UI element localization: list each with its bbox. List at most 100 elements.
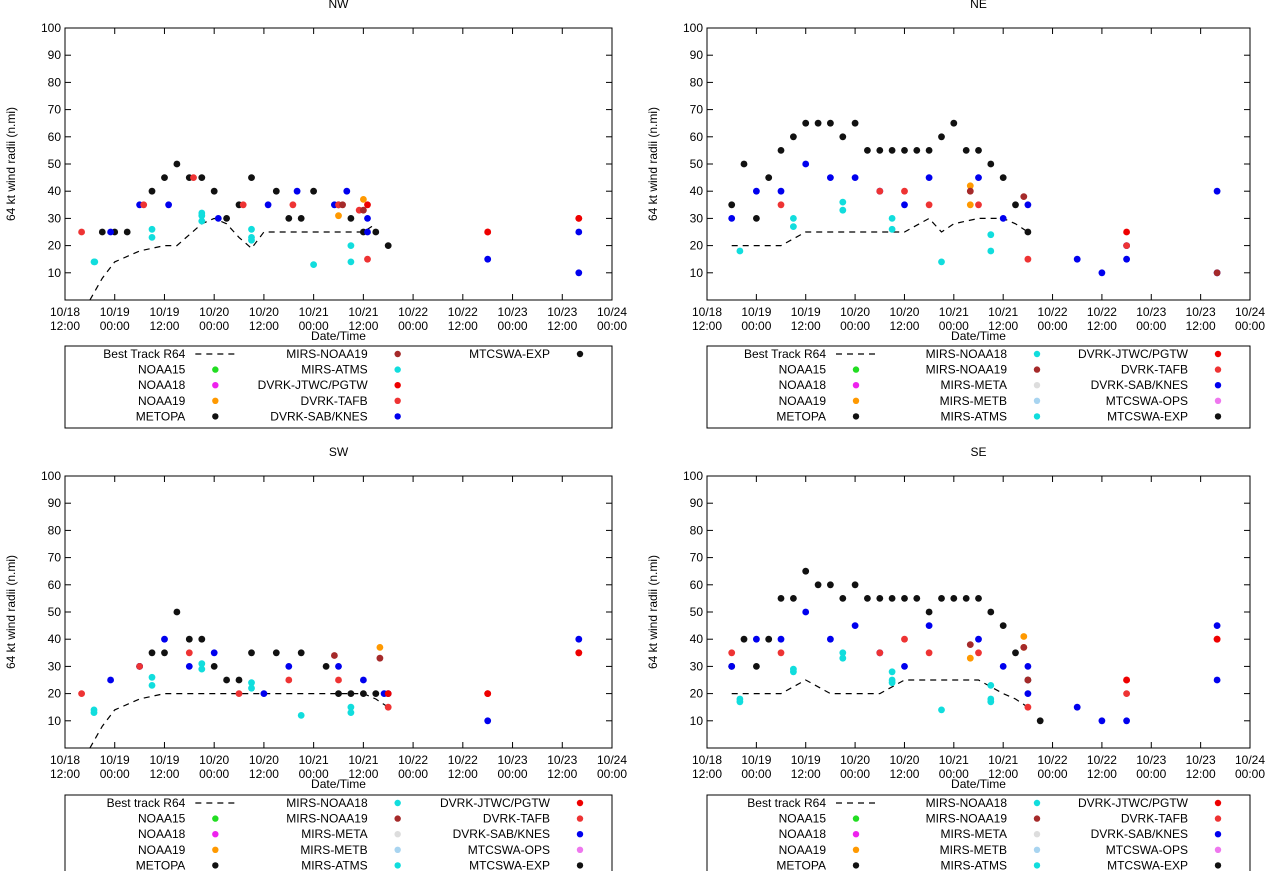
x-tick-label-line: 10/20 (249, 753, 279, 767)
data-point-mirs-atms (736, 698, 744, 706)
data-point-mirs-atms (148, 225, 156, 233)
x-tick-label: 10/22 00:00 (398, 753, 428, 781)
legend-marker (1033, 366, 1041, 373)
x-tick-label: 10/23 12:00 (1186, 753, 1216, 781)
data-point-dvrk-sab-knes (925, 174, 933, 182)
x-tick-label: 10/20 12:00 (249, 753, 279, 781)
legend-label: MIRS-NOAA19 (926, 812, 1008, 826)
data-point-metopa (765, 174, 773, 182)
data-point-dvrk-tafb (925, 649, 933, 657)
data-point-dvrk-jtwc-pgtw (575, 215, 583, 222)
data-point-metopa (335, 690, 342, 697)
legend-label: MIRS-META (941, 827, 1007, 841)
data-point-metopa (297, 649, 305, 657)
chart-title: NE (970, 0, 987, 11)
y-tick-label: 80 (48, 523, 62, 537)
data-point-metopa (372, 690, 380, 697)
data-point-mirs-atms (347, 242, 355, 250)
legend-marker (852, 397, 860, 404)
legend-marker (852, 831, 860, 838)
y-tick-label: 60 (48, 578, 62, 592)
x-tick-label: 10/22 12:00 (1087, 305, 1117, 333)
data-point-mirs-atms (987, 231, 995, 239)
data-point-dvrk-sab-knes (1024, 201, 1032, 209)
x-tick-label-line: 10/21 (939, 305, 969, 319)
legend-label: DVRK-JTWC/PGTW (258, 378, 369, 392)
legend-label: MIRS-ATMS (301, 363, 367, 377)
x-tick-label-line: 10/22 (398, 753, 428, 767)
legend-marker (1214, 846, 1222, 853)
data-point-metopa (740, 635, 748, 643)
x-tick-label-line: 00:00 (498, 319, 528, 333)
data-point-mirs-atms (248, 234, 255, 241)
data-point-dvrk-sab-knes (343, 187, 351, 195)
legend-label: MIRS-NOAA19 (286, 347, 368, 361)
legend-label: DVRK-JTWC/PGTW (440, 796, 551, 810)
y-tick-label: 50 (690, 157, 704, 171)
legend-label: Best track R64 (747, 796, 826, 810)
y-tick-label: 30 (48, 211, 62, 225)
data-point-metopa (839, 595, 847, 602)
data-point-noaa19 (966, 182, 974, 190)
data-point-mirs-atms (198, 660, 206, 668)
data-point-dvrk-sab-knes (1213, 676, 1221, 684)
legend-label: MIRS-METB (940, 843, 1007, 857)
x-tick-label-line: 12:00 (149, 319, 179, 333)
x-tick-label-line: 10/23 (1186, 305, 1216, 319)
legend-label: MTCSWA-EXP (469, 858, 550, 871)
x-tick-label: 10/24 00:00 (597, 305, 627, 333)
y-tick-label: 60 (690, 130, 704, 144)
data-point-mirs-atms (347, 258, 355, 266)
data-point-dvrk-sab-knes (753, 635, 760, 643)
data-point-mirs-atms (790, 668, 797, 676)
legend-label: DVRK-SAB/KNES (270, 409, 367, 423)
x-tick-label-line: 00:00 (939, 319, 969, 333)
data-point-metopa (790, 133, 797, 141)
data-point-mirs-atms (347, 709, 355, 716)
data-point-mirs-noaa19 (1024, 676, 1032, 684)
data-point-metopa (248, 649, 255, 657)
x-tick-label-line: 10/19 (149, 305, 179, 319)
legend-marker (852, 862, 860, 869)
x-tick-label-line: 10/18 (50, 305, 80, 319)
data-point-metopa (347, 215, 355, 222)
data-point-metopa (876, 147, 884, 154)
data-point-mirs-atms (839, 206, 847, 214)
x-tick-label-line: 12:00 (448, 767, 478, 781)
legend-label: MIRS-NOAA19 (286, 812, 368, 826)
legend-label: NOAA15 (779, 812, 827, 826)
x-tick-label-line: 10/21 (988, 305, 1018, 319)
data-point-mirs-atms (888, 215, 896, 222)
legend-marker (1214, 413, 1222, 420)
legend-marker (1214, 397, 1222, 404)
legend-label: MIRS-ATMS (941, 409, 1007, 423)
data-point-metopa (999, 174, 1007, 182)
data-point-mirs-noaa19 (1020, 644, 1028, 651)
x-tick-label-line: 00:00 (398, 319, 428, 333)
x-tick-label: 10/21 12:00 (348, 753, 378, 781)
data-point-mirs-atms (839, 198, 847, 206)
data-point-metopa (753, 215, 760, 222)
legend-marker (576, 846, 584, 853)
y-tick-label: 10 (48, 714, 62, 728)
y-tick-label: 40 (48, 632, 62, 646)
data-point-dvrk-tafb (185, 649, 193, 657)
x-tick-label-line: 10/20 (199, 753, 229, 767)
legend-label: MIRS-NOAA18 (926, 347, 1008, 361)
legend-marker (1033, 382, 1041, 389)
x-tick-label: 10/22 12:00 (448, 753, 478, 781)
legend-marker (852, 846, 860, 853)
x-axis-label: Date/Time (951, 329, 1006, 343)
y-tick-label: 100 (683, 469, 703, 483)
data-point-dvrk-sab-knes (1024, 663, 1032, 670)
data-point-metopa (925, 608, 933, 616)
x-tick-label-line: 00:00 (100, 319, 130, 333)
data-point-metopa (987, 160, 995, 168)
x-tick-label-line: 00:00 (1235, 767, 1265, 781)
x-tick-label-line: 10/24 (597, 753, 627, 767)
